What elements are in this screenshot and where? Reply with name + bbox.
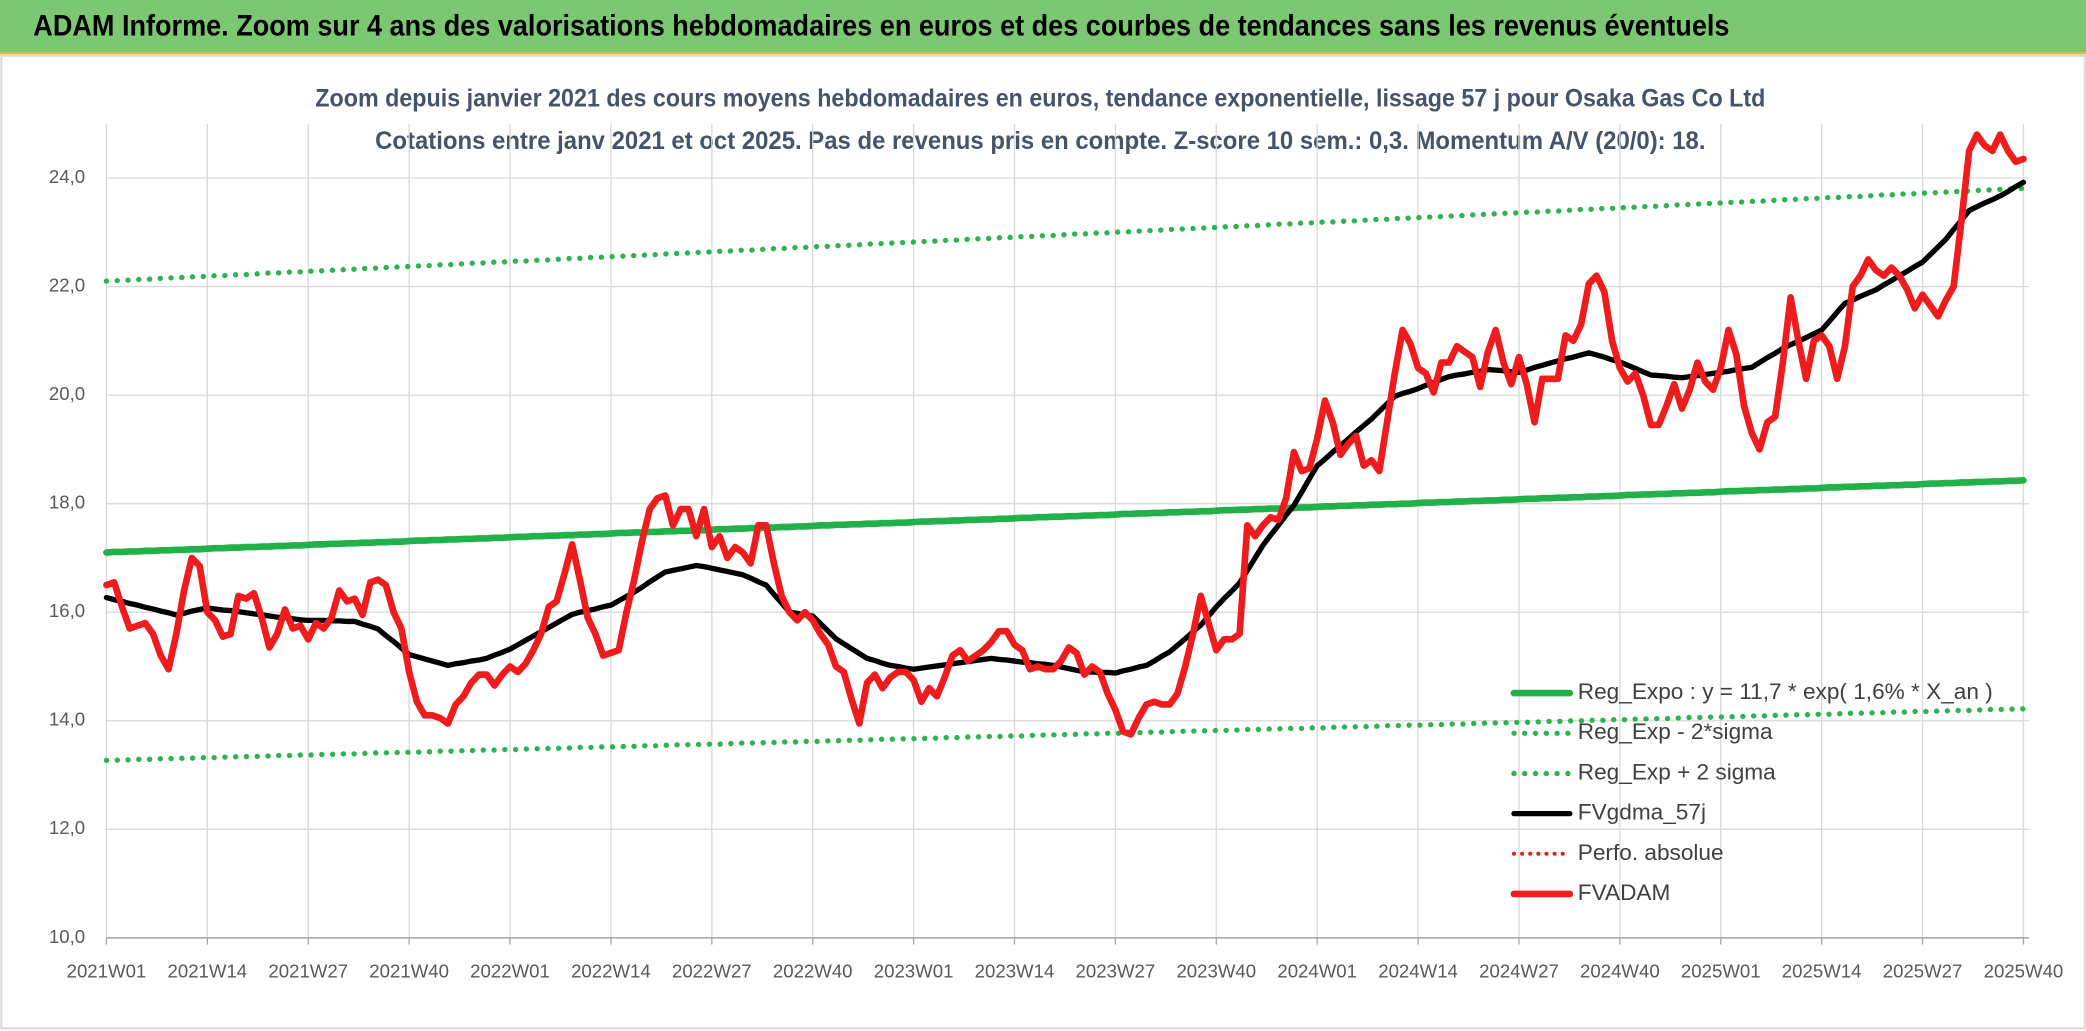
y-tick-label: 20,0 (49, 383, 85, 404)
legend-label: FVgdma_57j (1578, 800, 1706, 825)
chart-title: Zoom depuis janvier 2021 des cours moyen… (315, 84, 1765, 112)
series-line (103, 131, 2027, 738)
x-tick-label: 2023W14 (975, 960, 1055, 981)
x-tick-label: 2024W01 (1277, 960, 1357, 981)
series-line (103, 185, 2027, 284)
plot (103, 131, 2027, 764)
chart-frame (0, 54, 2086, 1030)
y-tick-label: 24,0 (49, 166, 85, 187)
x-tick-label: 2023W01 (874, 960, 954, 981)
x-tick-label: 2023W40 (1176, 960, 1256, 981)
x-tick-label: 2025W01 (1681, 960, 1761, 981)
page-title: ADAM Informe. Zoom sur 4 ans des valoris… (33, 11, 1729, 43)
y-tick-label: 14,0 (49, 709, 85, 730)
x-tick-label: 2024W27 (1479, 960, 1559, 981)
y-tick-label: 22,0 (49, 274, 85, 295)
y-tick-label: 18,0 (49, 492, 85, 513)
x-tick-label: 2025W40 (1984, 960, 2064, 981)
x-tick-label: 2024W14 (1378, 960, 1458, 981)
x-tick-label: 2022W14 (571, 960, 651, 981)
x-tick-label: 2021W01 (67, 960, 147, 981)
x-tick-label: 2024W40 (1580, 960, 1660, 981)
x-tick-label: 2022W27 (672, 960, 752, 981)
chart-subtitle: Cotations entre janv 2021 et oct 2025. P… (375, 127, 1705, 155)
header-bar (0, 0, 2086, 54)
y-tick-label: 16,0 (49, 600, 85, 621)
x-tick-label: 2021W27 (268, 960, 348, 981)
x-tick-label: 2022W40 (773, 960, 853, 981)
legend-label: Reg_Expo : y = 11,7 * exp( 1,6% * X_an ) (1578, 679, 1993, 704)
x-tick-label: 2021W40 (369, 960, 449, 981)
y-tick-label: 10,0 (49, 926, 85, 947)
y-tick-label: 12,0 (49, 817, 85, 838)
legend-label: Reg_Exp + 2 sigma (1578, 759, 1776, 784)
grid: 10,0 12,0 14,0 16,0 18,0 20,0 22,0 24,0 2021W01 2… (49, 123, 2064, 981)
legend-label: Perfo. absolue (1578, 840, 1724, 865)
legend-label: FVADAM (1578, 880, 1671, 905)
series-line (103, 706, 2027, 764)
x-tick-label: 2021W14 (168, 960, 248, 981)
x-tick-label: 2022W01 (470, 960, 550, 981)
x-tick-label: 2025W14 (1782, 960, 1862, 981)
legend: Reg_Expo : y = 11,7 * exp( 1,6% * X_an )… (1510, 679, 1993, 905)
legend-label: Reg_Exp - 2*sigma (1578, 719, 1773, 744)
x-tick-label: 2023W27 (1076, 960, 1156, 981)
x-tick-label: 2025W27 (1883, 960, 1963, 981)
series-line (103, 477, 2027, 556)
